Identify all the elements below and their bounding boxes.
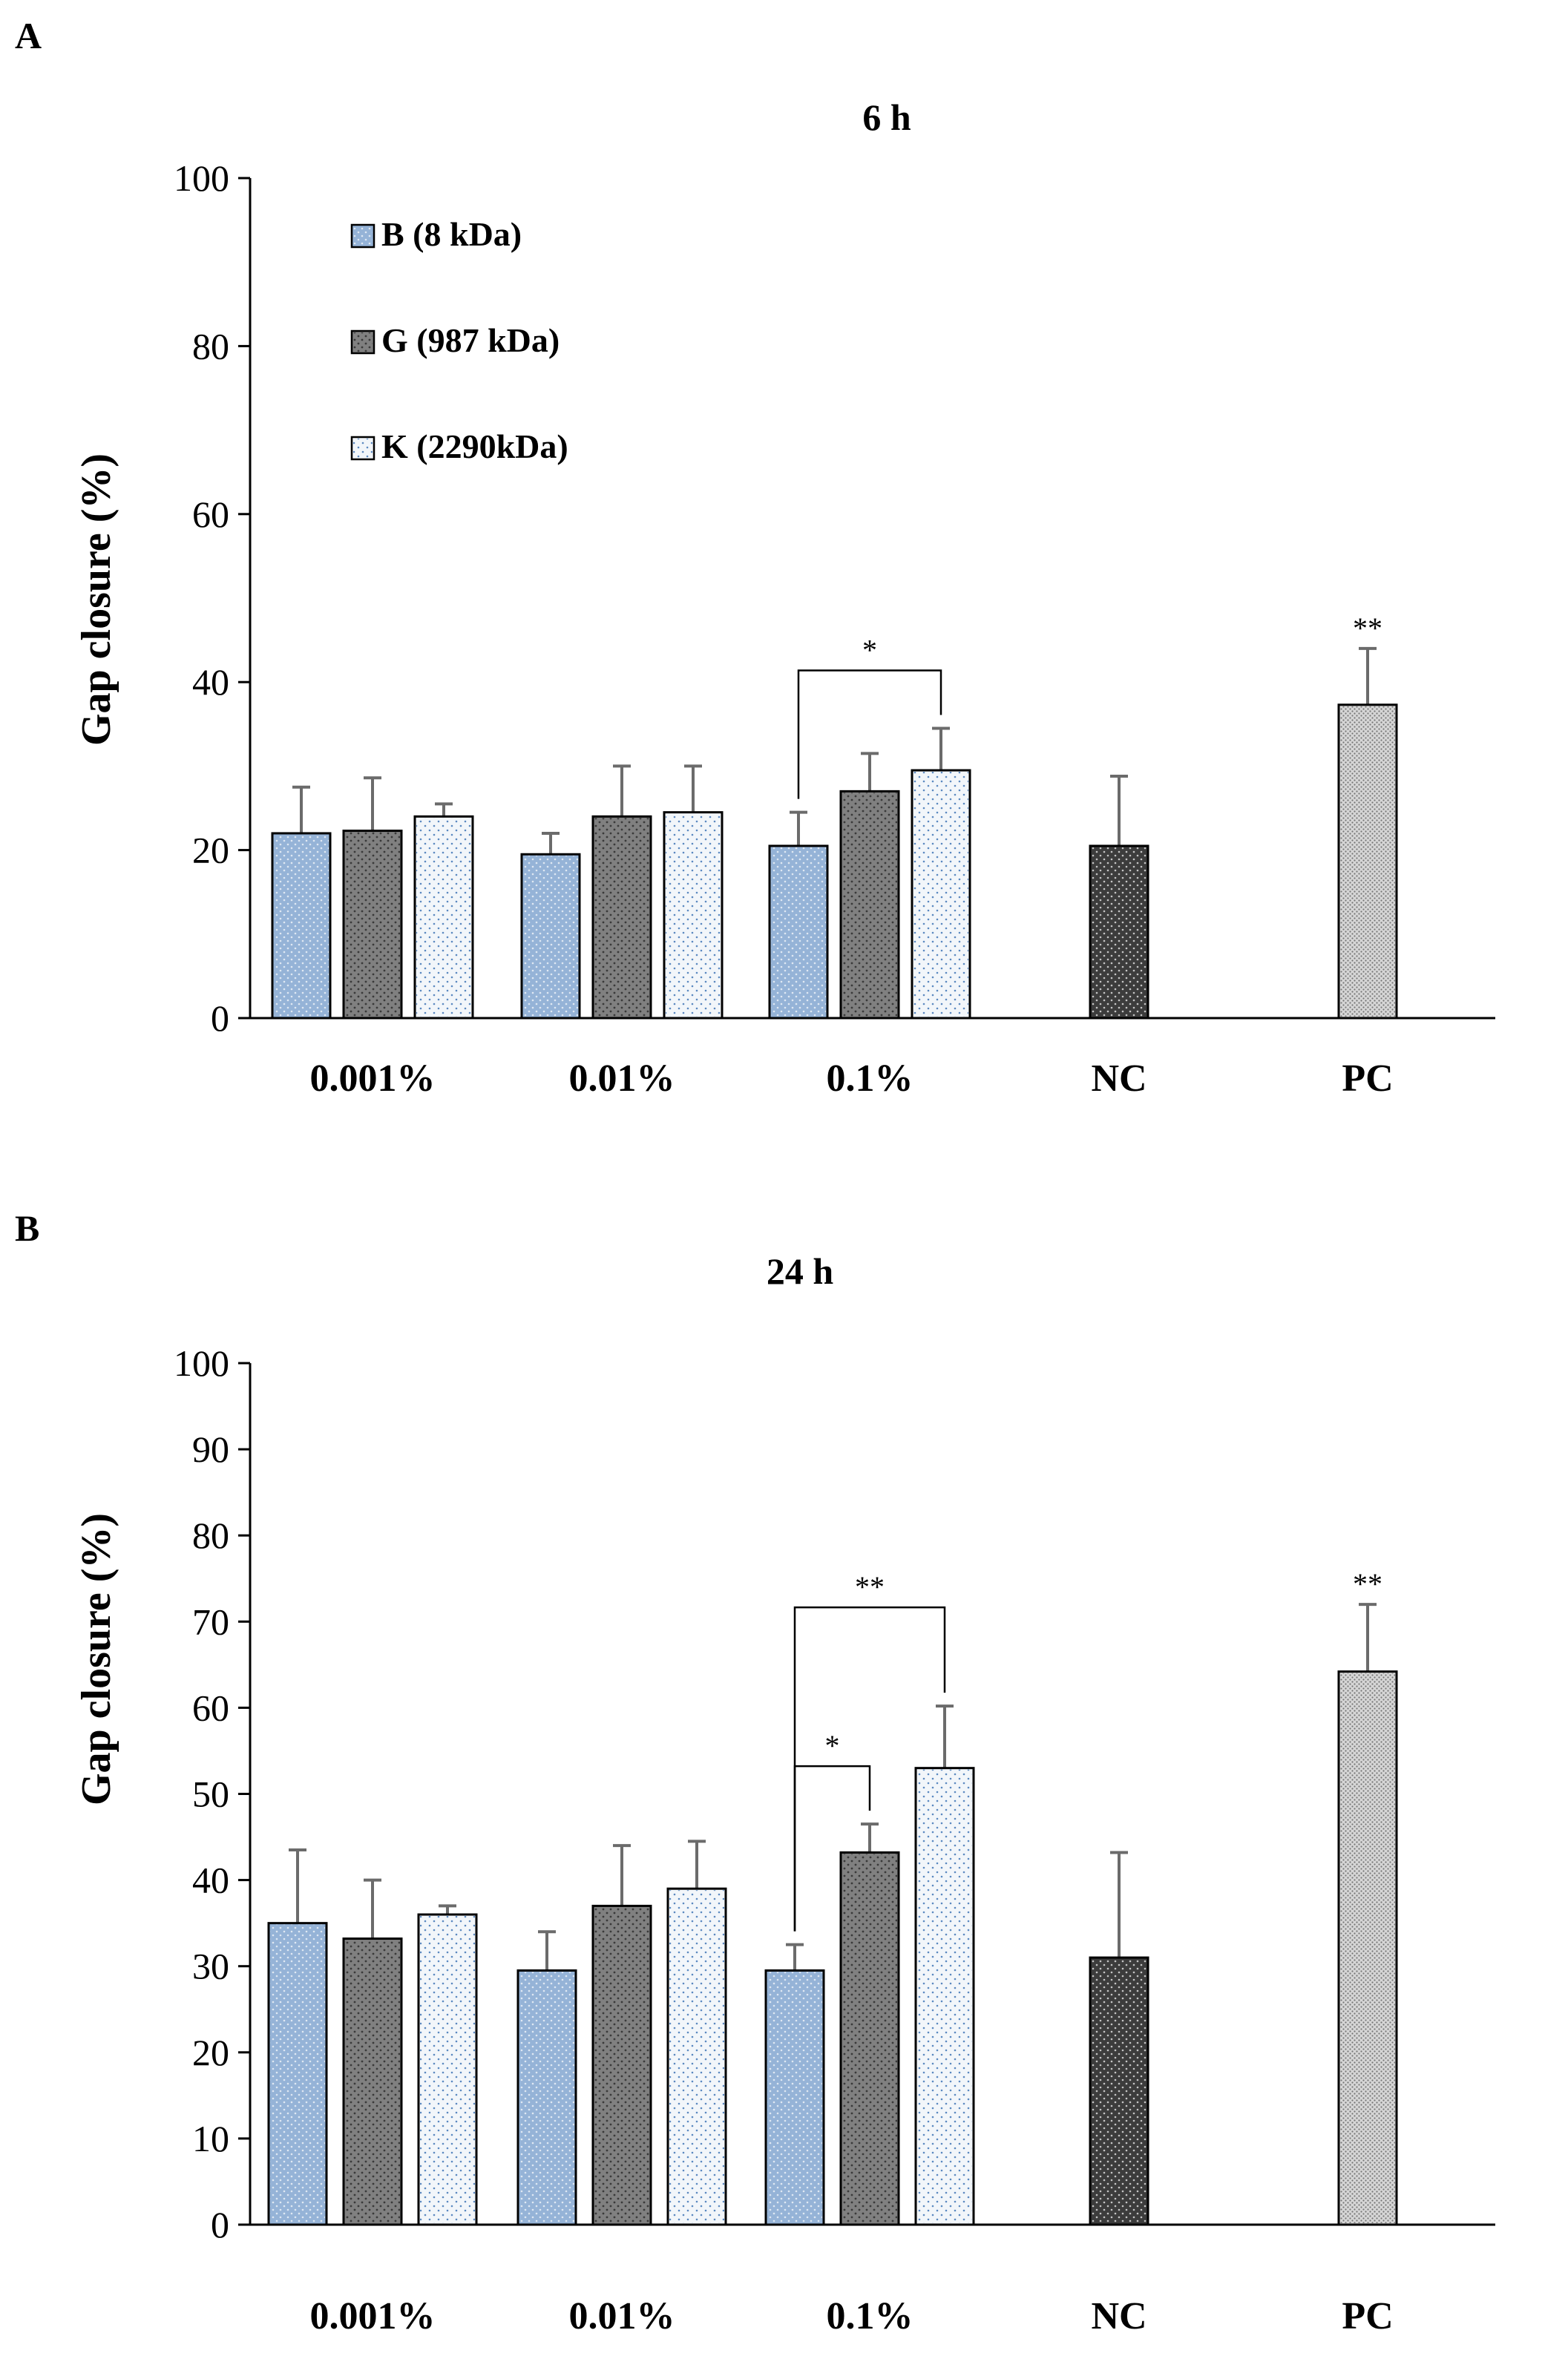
panel-b-category-label: NC [1091, 2295, 1147, 2337]
panel-b-title: 24 h [767, 1250, 834, 1292]
panel-a-legend-swatch-texture [353, 439, 373, 458]
panel-b-bar-b-texture [519, 1972, 574, 2223]
panel-a-bar-k-texture [913, 772, 968, 1017]
panel-b-category-label: 0.1% [827, 2295, 913, 2337]
panel-b-chart: 0 10 20 30 40 50 60 70 80 90 100 0.001% 0.01% 0.1% NC P… [174, 1342, 1495, 2337]
panel-a-y-tick-label: 60 [192, 493, 229, 535]
panel-a-y-tick-label: 0 [211, 997, 229, 1039]
panel-b-y-tick-label: 0 [211, 2204, 229, 2245]
panel-b-category-label: 0.001% [310, 2295, 436, 2337]
panel-a-bar-g-texture [594, 818, 649, 1017]
panel-b-bar-k-texture [917, 1769, 972, 2223]
panel-a-legend-swatch-texture [353, 332, 373, 352]
panel-a-category-label: 0.001% [310, 1057, 436, 1100]
panel-b-bar-g-texture [345, 1940, 400, 2223]
panel-a-y-axis-label: Gap closure (%) [73, 453, 119, 746]
panel-b-bar-b-texture [270, 1924, 325, 2223]
panel-a-category-label: PC [1342, 1057, 1393, 1100]
panel-a-bar-k-texture [416, 818, 471, 1017]
panel-a-bar-g-texture [842, 793, 897, 1017]
panel-a-bar-k-texture [666, 813, 721, 1017]
panel-a-bar-nc-texture [1092, 847, 1147, 1017]
panel-a-legend-swatch-texture [353, 226, 373, 246]
panel-b-bar-k-texture [420, 1916, 475, 2223]
panel-a-y-tick-label: 20 [192, 830, 229, 871]
panel-a-legend-label: G (987 kDa) [381, 321, 560, 359]
panel-b-y-tick-label: 30 [192, 1946, 229, 1987]
panel-b-y-tick-label: 20 [192, 2032, 229, 2073]
panel-b-bar-b-texture [767, 1972, 822, 2223]
panel-b-bar-g-texture [594, 1907, 649, 2223]
panel-a-category-label: NC [1091, 1057, 1147, 1100]
panel-a-significance-label: * [862, 633, 877, 666]
panel-b-y-tick-label: 80 [192, 1515, 229, 1556]
panel-b-letter: B [15, 1207, 39, 1249]
panel-b-y-tick-label: 90 [192, 1428, 229, 1470]
panel-b-y-tick-label: 60 [192, 1687, 229, 1728]
panel-b-y-tick-label: 40 [192, 1860, 229, 1901]
panel-a-bar-b-texture [771, 847, 826, 1017]
panel-a-y-tick-label: 100 [174, 157, 229, 199]
panel-a-bar-pc-texture [1340, 706, 1395, 1017]
panel-b-y-tick-label: 50 [192, 1773, 229, 1815]
panel-b-significance-label: * [825, 1729, 840, 1762]
panel-b-bar-k-texture [669, 1890, 724, 2223]
panel-b-category-label: 0.01% [569, 2295, 675, 2337]
panel-a-legend-label: K (2290kDa) [381, 427, 568, 465]
panel-b-bar-g-texture [842, 1854, 897, 2223]
panel-b-significance-pc: ** [1353, 1567, 1382, 1601]
panel-a-bar-g-texture [345, 832, 400, 1017]
panel-a-significance-bracket [797, 669, 942, 799]
panel-a-letter: A [15, 15, 42, 56]
panel-a-bar-b-texture [274, 834, 329, 1017]
panel-b-y-tick-label: 70 [192, 1601, 229, 1642]
panel-a-significance-pc: ** [1353, 611, 1382, 645]
panel-a-category-label: 0.1% [827, 1057, 913, 1100]
panel-a-bar-b-texture [523, 856, 578, 1017]
panel-a-category-label: 0.01% [569, 1057, 675, 1100]
panel-b-y-tick-label: 100 [174, 1342, 229, 1384]
panel-a-y-tick-label: 40 [192, 661, 229, 703]
panel-b-category-label: PC [1342, 2295, 1393, 2337]
panel-b-y-tick-label: 10 [192, 2118, 229, 2159]
panel-b-significance-label: ** [855, 1570, 885, 1604]
panel-b-bar-pc-texture [1340, 1673, 1395, 2223]
panel-b-bar-nc-texture [1092, 1959, 1147, 2223]
panel-b-y-axis-label: Gap closure (%) [73, 1513, 119, 1805]
panel-a-title: 6 h [862, 96, 911, 138]
panel-a-y-tick-label: 80 [192, 325, 229, 367]
panel-a-legend-label: B (8 kDa) [381, 215, 522, 253]
panel-b-significance-bracket [793, 1606, 946, 1932]
